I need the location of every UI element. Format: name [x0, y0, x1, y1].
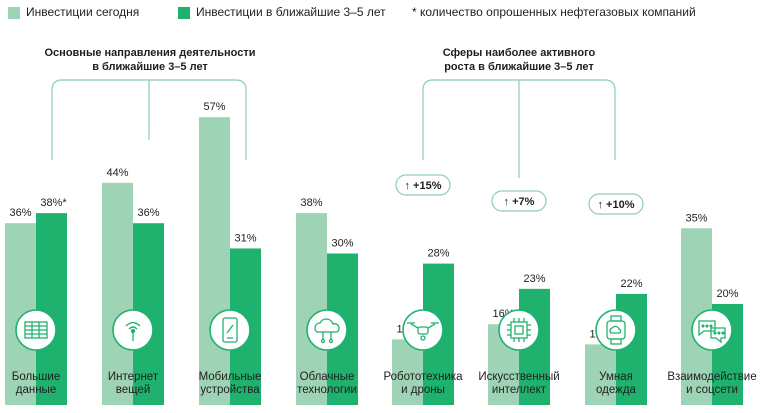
smartwatch-icon [595, 309, 637, 351]
spreadsheet-icon [15, 309, 57, 351]
value-label-today: 44% [106, 167, 128, 179]
legend-swatch-today [8, 7, 20, 19]
bar-today [392, 339, 423, 405]
category-label: устройства [200, 384, 260, 396]
bracket-right-group [422, 79, 616, 178]
growth-badge-text: ↑ +15% [405, 180, 442, 192]
category-label: технологии [297, 384, 357, 396]
category-label: Мобильные [199, 371, 262, 383]
value-label-future: 28% [427, 248, 449, 260]
chat-icon [691, 309, 733, 351]
category-label: данные [16, 384, 56, 396]
value-label-today: 57% [203, 101, 225, 113]
value-label-future: 38%* [40, 197, 67, 209]
value-label-future: 22% [620, 278, 642, 290]
category-label: интеллект [492, 384, 547, 396]
category-label: Робототехника [383, 371, 463, 383]
category-label: Большие [12, 371, 60, 383]
bar-today [199, 117, 230, 406]
group-title-right: Сферы наиболее активного [443, 47, 596, 59]
wireless-signal-icon [112, 309, 154, 351]
category-label: и дроны [401, 384, 445, 396]
growth-badge [395, 174, 451, 196]
value-label-future: 31% [234, 232, 256, 244]
value-label-future: 20% [716, 288, 738, 300]
legend-swatch-future [178, 7, 190, 19]
category-label: и соцсети [686, 384, 738, 396]
value-label-today: 36% [9, 207, 31, 219]
bar-today [296, 213, 327, 405]
category-label: Умная [599, 371, 633, 383]
legend-label-future: Инвестиции в ближайшие 3–5 лет [196, 5, 386, 19]
growth-badge [491, 190, 547, 212]
value-label-today: 35% [685, 212, 707, 224]
legend-label-today: Инвестиции сегодня [26, 5, 140, 19]
chip-icon [498, 309, 540, 351]
category-label: Взаимодействие [667, 371, 756, 383]
bar-today [585, 344, 616, 405]
bracket-left-group [51, 79, 247, 160]
growth-badge [588, 193, 644, 215]
group-title-left: Основные направления деятельности [45, 47, 256, 59]
growth-badge-text: ↑ +10% [598, 199, 635, 211]
growth-badge-text: ↑ +7% [504, 196, 535, 208]
group-title-left: в ближайшие 3–5 лет [92, 61, 208, 73]
value-label-future: 36% [137, 207, 159, 219]
bar-today [102, 182, 133, 405]
cloud-icon [306, 309, 348, 351]
drone-icon [402, 309, 444, 351]
category-label: одежда [596, 384, 637, 396]
category-label: Облачные [300, 371, 355, 383]
group-title-right: роста в ближайшие 3–5 лет [444, 61, 594, 73]
category-label: вещей [116, 384, 151, 396]
category-label: Интернет [108, 371, 159, 383]
bar-future [36, 213, 67, 405]
value-label-future: 23% [523, 273, 545, 285]
category-label: Искусственный [478, 371, 559, 383]
value-label-future: 30% [331, 238, 353, 250]
legend-note: * количество опрошенных нефтегазовых ком… [412, 5, 696, 19]
smartphone-icon [209, 309, 251, 351]
value-label-today: 38% [300, 197, 322, 209]
